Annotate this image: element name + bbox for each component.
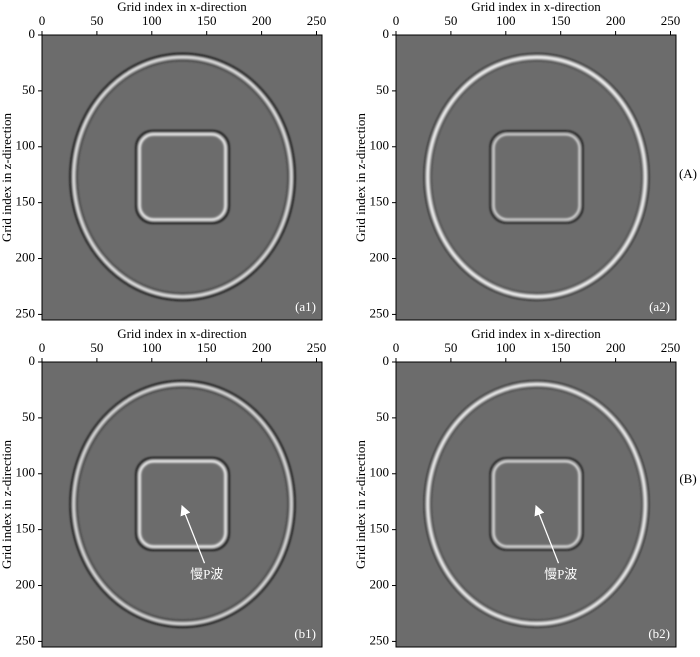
x-tick-label: 200: [606, 340, 626, 355]
y-axis-title: Grid index in z-direction: [0, 113, 14, 242]
frame: [395, 361, 677, 648]
x-tick-label: 250: [661, 340, 681, 355]
panel-label: (b2): [648, 626, 670, 641]
x-axis-title: Grid index in x-direction: [471, 0, 601, 14]
y-tick-label: 50: [22, 82, 35, 97]
wavefront: [424, 380, 650, 628]
y-tick-label: 100: [16, 465, 36, 480]
y-tick-label: 0: [29, 353, 36, 368]
x-tick-label: 0: [39, 13, 46, 28]
wavefield: [69, 380, 296, 628]
wavefront: [76, 386, 289, 622]
x-axis-title: Grid index in x-direction: [117, 0, 247, 14]
y-tick-label: 50: [376, 409, 389, 424]
y-axis-title: Grid index in z-direction: [353, 440, 368, 569]
frame: [395, 34, 677, 321]
x-tick-label: 0: [393, 13, 400, 28]
wavefront: [426, 382, 647, 626]
wavefront: [423, 53, 650, 301]
y-tick-label: 250: [16, 305, 36, 320]
y-tick-label: 150: [16, 194, 36, 209]
wavefront: [135, 130, 230, 224]
x-tick-label: 100: [142, 13, 162, 28]
wavefield: [423, 53, 650, 301]
wavefront: [489, 130, 584, 224]
y-tick-label: 150: [370, 194, 390, 209]
frame: [41, 361, 323, 648]
y-tick-label: 200: [16, 250, 36, 265]
x-axis-title: Grid index in x-direction: [471, 326, 601, 341]
row-label: (A): [679, 166, 697, 181]
x-tick-label: 50: [90, 13, 103, 28]
wavefield: [424, 380, 650, 628]
x-tick-label: 200: [606, 13, 626, 28]
y-tick-label: 50: [22, 409, 35, 424]
wavefront: [72, 383, 293, 625]
wavefront: [492, 133, 581, 221]
y-tick-label: 250: [370, 305, 390, 320]
image-background: [396, 35, 676, 320]
wavefront: [138, 460, 227, 548]
y-tick-label: 250: [370, 632, 390, 647]
x-tick-label: 0: [39, 340, 46, 355]
x-tick-label: 50: [444, 340, 457, 355]
wavefront: [430, 59, 643, 295]
panel-label: (b1): [294, 626, 316, 641]
wavefront: [76, 59, 289, 295]
image-background: [42, 35, 322, 320]
x-tick-label: 150: [551, 340, 571, 355]
y-tick-label: 100: [370, 465, 390, 480]
panel-label: (a1): [295, 299, 316, 314]
x-tick-label: 50: [90, 340, 103, 355]
x-tick-label: 200: [252, 13, 272, 28]
y-tick-label: 50: [376, 82, 389, 97]
annotation-arrow: [534, 504, 560, 564]
wavefront: [492, 460, 581, 548]
y-tick-label: 150: [370, 521, 390, 536]
x-tick-label: 100: [496, 340, 516, 355]
wavefront: [138, 133, 227, 221]
x-tick-label: 100: [142, 340, 162, 355]
y-tick-label: 150: [16, 521, 36, 536]
y-tick-label: 200: [370, 577, 390, 592]
x-tick-label: 150: [197, 13, 217, 28]
wavefront: [72, 56, 293, 298]
x-tick-label: 100: [496, 13, 516, 28]
y-tick-label: 100: [370, 138, 390, 153]
wavefront: [489, 457, 584, 551]
wavefront: [426, 55, 647, 299]
y-tick-label: 100: [16, 138, 36, 153]
wavefront: [135, 457, 230, 551]
x-tick-label: 250: [307, 13, 327, 28]
wavefront: [430, 386, 643, 622]
frame: [41, 34, 323, 321]
annotation: 慢P波: [190, 566, 223, 581]
y-axis-title: Grid index in z-direction: [353, 113, 368, 242]
x-tick-label: 150: [551, 13, 571, 28]
x-tick-label: 50: [444, 13, 457, 28]
panel-label: (a2): [649, 299, 670, 314]
y-tick-label: 0: [383, 353, 390, 368]
y-tick-label: 0: [29, 26, 36, 41]
y-tick-label: 200: [370, 250, 390, 265]
row-label: (B): [679, 471, 696, 486]
image-background: [42, 362, 322, 647]
annotation: 慢P波: [544, 566, 577, 581]
image-background: [396, 362, 676, 647]
x-tick-label: 0: [393, 340, 400, 355]
y-tick-label: 200: [16, 577, 36, 592]
y-tick-label: 0: [383, 26, 390, 41]
x-tick-label: 200: [252, 340, 272, 355]
annotation-arrow: [180, 504, 206, 564]
x-axis-title: Grid index in x-direction: [117, 326, 247, 341]
y-tick-label: 250: [16, 632, 36, 647]
wavefront: [69, 380, 296, 628]
wavefield: [69, 53, 296, 301]
wavefront: [69, 53, 296, 301]
y-axis-title: Grid index in z-direction: [0, 440, 14, 569]
x-tick-label: 150: [197, 340, 217, 355]
x-tick-label: 250: [307, 340, 327, 355]
x-tick-label: 250: [661, 13, 681, 28]
